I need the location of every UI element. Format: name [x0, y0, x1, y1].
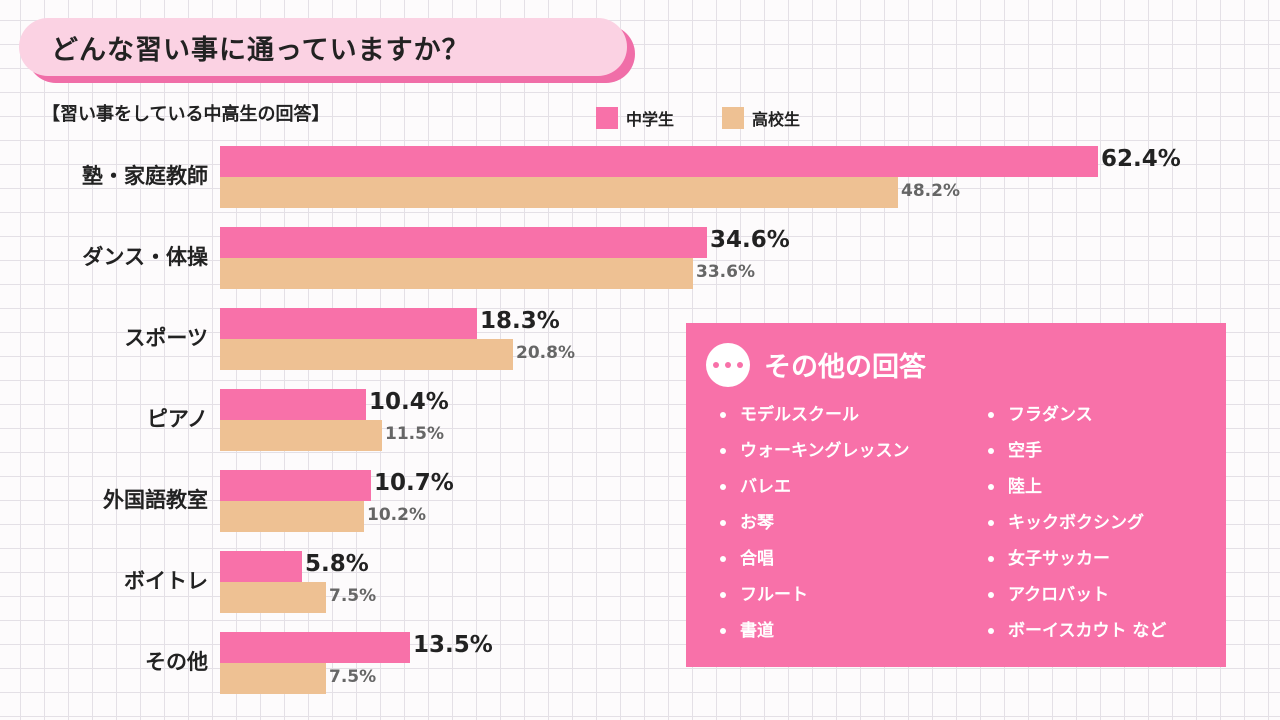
bar-middle-school [220, 632, 410, 663]
list-item: モデルスクール [718, 403, 910, 439]
bar-high-school [220, 177, 898, 208]
page-title: どんな習い事に通っていますか？ [19, 18, 627, 76]
value-label-middle-school: 10.4% [369, 389, 449, 415]
value-label-middle-school: 10.7% [374, 470, 454, 496]
bar-middle-school [220, 227, 707, 258]
value-label-high-school: 7.5% [329, 586, 377, 606]
list-item: ウォーキングレッスン [718, 439, 910, 475]
other-answers-title: その他の回答 [764, 352, 926, 383]
category-label: ピアノ [146, 407, 208, 431]
list-item: アクロバット [986, 583, 1166, 619]
legend-swatch-high [722, 107, 744, 129]
value-label-high-school: 48.2% [901, 181, 960, 201]
value-label-high-school: 7.5% [329, 667, 377, 687]
category-label: ボイトレ [124, 569, 208, 593]
value-label-middle-school: 5.8% [305, 551, 369, 577]
bar-high-school [220, 339, 513, 370]
list-item: 女子サッカー [986, 547, 1166, 583]
list-item: 空手 [986, 439, 1166, 475]
value-label-high-school: 20.8% [516, 343, 575, 363]
value-label-middle-school: 18.3% [480, 308, 560, 334]
legend-item-middle: 中学生 [596, 106, 674, 130]
bar-high-school [220, 258, 693, 289]
list-item: 書道 [718, 619, 910, 655]
value-label-high-school: 11.5% [385, 424, 444, 444]
list-item: キックボクシング [986, 511, 1166, 547]
value-label-high-school: 33.6% [696, 262, 755, 282]
category-label: 外国語教室 [103, 488, 208, 512]
bar-high-school [220, 501, 364, 532]
bar-high-school [220, 582, 326, 613]
list-item: フラダンス [986, 403, 1166, 439]
other-answers-panel: その他の回答 モデルスクール ウォーキングレッスン バレエ お琴 合唱 フルート… [686, 323, 1226, 667]
bar-high-school [220, 663, 326, 694]
value-label-middle-school: 62.4% [1101, 146, 1181, 172]
ellipsis-icon [706, 343, 750, 387]
legend-item-high: 高校生 [722, 106, 800, 130]
category-label: その他 [145, 650, 208, 674]
chart-subtitle: 【習い事をしている中高生の回答】 [42, 104, 330, 125]
value-label-high-school: 10.2% [367, 505, 426, 525]
category-label: 塾・家庭教師 [82, 164, 208, 188]
bar-middle-school [220, 308, 477, 339]
other-answers-left-list: モデルスクール ウォーキングレッスン バレエ お琴 合唱 フルート 書道 [718, 403, 910, 655]
bar-middle-school [220, 389, 366, 420]
category-label: ダンス・体操 [82, 245, 208, 269]
legend-label-high: 高校生 [752, 110, 801, 129]
legend-swatch-middle [596, 107, 618, 129]
bar-high-school [220, 420, 382, 451]
list-item: フルート [718, 583, 910, 619]
bar-middle-school [220, 470, 371, 501]
list-item: ボーイスカウト など [986, 619, 1166, 655]
category-label: スポーツ [124, 326, 208, 350]
list-item: お琴 [718, 511, 910, 547]
value-label-middle-school: 13.5% [413, 632, 493, 658]
value-label-middle-school: 34.6% [710, 227, 790, 253]
list-item: 陸上 [986, 475, 1166, 511]
bar-middle-school [220, 146, 1098, 177]
list-item: バレエ [718, 475, 910, 511]
other-answers-right-list: フラダンス 空手 陸上 キックボクシング 女子サッカー アクロバット ボーイスカ… [986, 403, 1166, 655]
list-item: 合唱 [718, 547, 910, 583]
legend-label-middle: 中学生 [626, 110, 675, 129]
bar-middle-school [220, 551, 302, 582]
